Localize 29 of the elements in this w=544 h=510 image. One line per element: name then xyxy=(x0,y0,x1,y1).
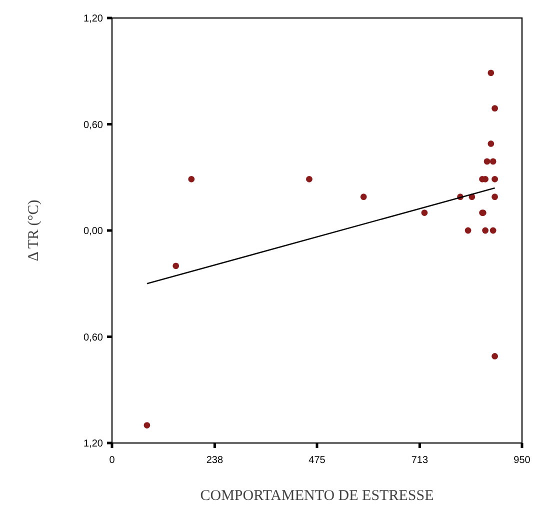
point xyxy=(488,70,494,76)
point xyxy=(188,176,195,182)
point xyxy=(172,262,180,270)
x-tick-label: 0 xyxy=(109,455,116,466)
point xyxy=(144,422,150,428)
point xyxy=(360,194,367,200)
x-axis-title: COMPORTAMENTO DE ESTRESSE xyxy=(200,488,434,504)
point xyxy=(421,210,428,216)
x-tick-label: 713 xyxy=(411,455,428,466)
point xyxy=(492,176,498,182)
point xyxy=(488,140,494,147)
y-tick-label: 0,00 xyxy=(84,226,104,237)
x-tick-label: 238 xyxy=(206,455,224,466)
x-tick-label: 475 xyxy=(308,455,326,466)
point xyxy=(490,158,496,165)
point xyxy=(492,105,498,112)
point xyxy=(464,227,472,234)
y-tick-label: 0,60 xyxy=(84,120,104,131)
point xyxy=(490,227,496,234)
y-axis-title: Δ TR (°C) xyxy=(26,200,42,262)
y-tick-label: 1,20 xyxy=(84,438,104,450)
point xyxy=(492,194,498,200)
point xyxy=(492,353,498,360)
y-tick-label: 1,20 xyxy=(84,14,104,24)
point xyxy=(306,176,312,182)
y-tick-label: 0,60 xyxy=(84,332,104,344)
x-tick-label: 950 xyxy=(514,455,531,466)
point xyxy=(484,158,490,165)
point xyxy=(482,227,489,234)
